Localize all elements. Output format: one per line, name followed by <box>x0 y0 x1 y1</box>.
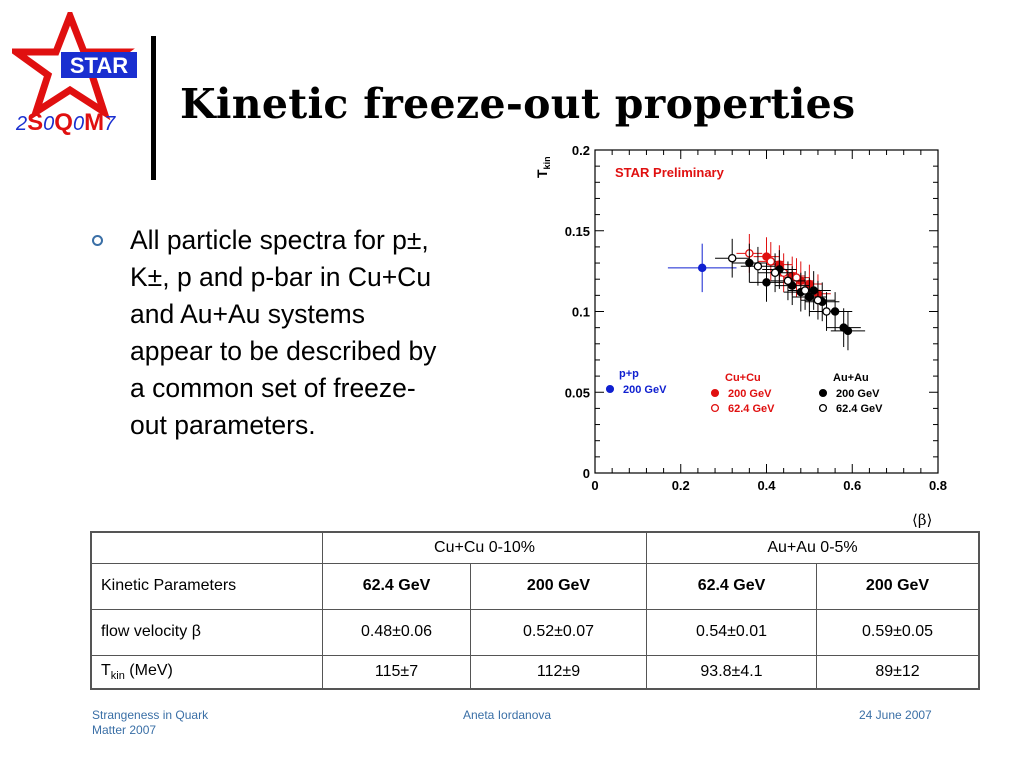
logo-star-label-bg <box>61 52 137 78</box>
table-row: flow velocity β 0.48±0.06 0.52±0.07 0.54… <box>90 608 980 656</box>
bullet-icon <box>92 235 103 246</box>
table-cell-label: Tkin (MeV) <box>90 654 323 690</box>
legend-marker <box>605 384 615 394</box>
table-header-auau: Au+Au 0-5% <box>646 531 980 564</box>
table-cell: 93.8±4.1 <box>646 654 817 690</box>
table-cell: 112±9 <box>470 654 647 690</box>
data-point <box>783 276 793 286</box>
table-cell: 200 GeV <box>470 562 647 610</box>
table-cell: 62.4 GeV <box>646 562 817 610</box>
x-tick-label: 0.2 <box>672 478 690 493</box>
table-header-cucu: Cu+Cu 0-10% <box>322 531 647 564</box>
x-axis-label: ⟨β⟩ <box>912 511 933 529</box>
legend-label: 200 GeV <box>728 388 772 400</box>
y-tick-label: 0 <box>583 466 590 481</box>
logo-sqm-text: 2S0Q0M7 <box>15 109 116 136</box>
kinetic-parameters-table: Cu+Cu 0-10% Au+Au 0-5% Kinetic Parameter… <box>90 531 980 690</box>
data-point <box>766 257 776 266</box>
data-point <box>822 307 831 316</box>
x-tick-label: 0.8 <box>929 478 947 493</box>
footer-author: Aneta Iordanova <box>463 708 552 722</box>
table-cell-label: Kinetic Parameters <box>90 562 323 610</box>
bullet-line: and Au+Au systems <box>130 299 365 329</box>
page-title: Kinetic freeze-out properties <box>180 80 856 128</box>
y-axis-label: Tkin <box>534 156 552 178</box>
footer-date: 24 June 2007 <box>859 708 932 722</box>
legend-label: 200 GeV <box>623 384 667 396</box>
data-point <box>727 253 737 263</box>
legend-marker <box>818 403 828 413</box>
table-cell: 0.59±0.05 <box>816 608 980 656</box>
bullet-line: out parameters. <box>130 410 316 440</box>
footer-conference: Strangeness in Quark Matter 2007 <box>92 708 209 737</box>
star-sqm-logo: STAR 2S0Q0M7 <box>12 12 137 136</box>
table-corner-cell <box>90 531 323 564</box>
bullet-line: appear to be described by <box>130 336 437 366</box>
legend-group-title: Cu+Cu <box>725 372 761 384</box>
data-point <box>745 258 754 268</box>
legend-group-title: p+p <box>619 368 639 380</box>
data-point <box>800 286 810 295</box>
table-row: Kinetic Parameters 62.4 GeV 200 GeV 62.4… <box>90 562 980 610</box>
x-tick-label: 0.4 <box>757 478 776 493</box>
data-point <box>762 278 771 287</box>
legend-marker <box>818 388 828 398</box>
x-tick-label: 0 <box>591 478 598 493</box>
data-point <box>813 295 823 305</box>
chart-title: STAR Preliminary <box>615 165 725 180</box>
table-cell: 62.4 GeV <box>322 562 471 610</box>
table-header-row: Cu+Cu 0-10% Au+Au 0-5% <box>90 531 980 564</box>
table-cell: 200 GeV <box>816 562 980 610</box>
y-tick-label: 0.1 <box>572 305 590 320</box>
logo-star-label: STAR <box>70 53 128 78</box>
data-point <box>753 262 763 271</box>
title-divider <box>151 36 156 180</box>
table-cell: 0.54±0.01 <box>646 608 817 656</box>
bullet-line: K±, p and p-bar in Cu+Cu <box>130 262 432 292</box>
table-cell: 115±7 <box>322 654 471 690</box>
legend-marker <box>710 403 720 413</box>
y-tick-label: 0.05 <box>565 385 590 400</box>
data-point <box>697 263 707 273</box>
legend-label: 200 GeV <box>836 388 880 400</box>
legend-group-title: Au+Au <box>833 372 869 384</box>
table-cell: 0.52±0.07 <box>470 608 647 656</box>
data-point <box>805 292 814 302</box>
legend-label: 62.4 GeV <box>728 403 775 415</box>
data-point <box>792 273 801 282</box>
table-cell: 0.48±0.06 <box>322 608 471 656</box>
table-row: Tkin (MeV) 115±7 112±9 93.8±4.1 89±12 <box>90 654 980 690</box>
bullet-text: All particle spectra for p±, K±, p and p… <box>130 222 510 444</box>
legend-marker <box>710 388 720 398</box>
bullet-line: All particle spectra for p±, <box>130 225 429 255</box>
freezeout-chart: 0 0.2 0.4 0.6 0.8 0 0.05 0.1 0.15 0.2 Tkin STAR Pre… <box>534 143 947 493</box>
data-point <box>843 326 853 336</box>
y-tick-label: 0.2 <box>572 143 590 158</box>
table-cell-label: flow velocity β <box>90 608 323 656</box>
plot-frame <box>594 149 939 474</box>
table-cell: 89±12 <box>816 654 980 690</box>
legend-label: 62.4 GeV <box>836 403 883 415</box>
y-tick-label: 0.15 <box>565 224 590 239</box>
x-tick-label: 0.6 <box>843 478 861 493</box>
bullet-line: a common set of freeze- <box>130 373 416 403</box>
data-point <box>770 268 780 277</box>
